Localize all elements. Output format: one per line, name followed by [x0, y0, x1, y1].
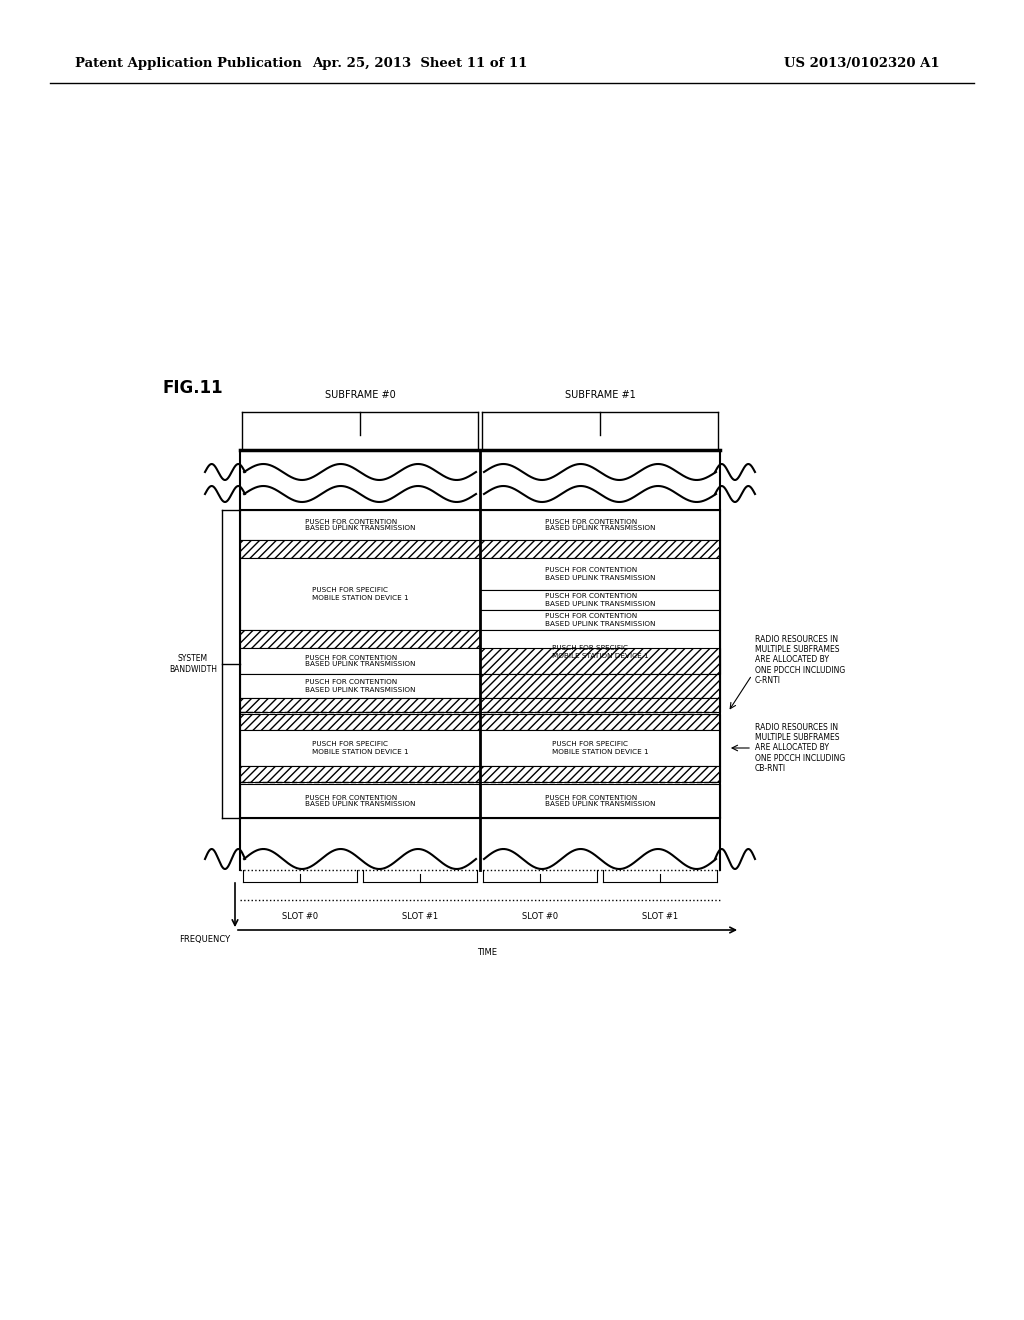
Bar: [480, 784, 720, 818]
Bar: [480, 540, 720, 558]
Text: Apr. 25, 2013  Sheet 11 of 11: Apr. 25, 2013 Sheet 11 of 11: [312, 57, 527, 70]
Text: US 2013/0102320 A1: US 2013/0102320 A1: [784, 57, 940, 70]
Bar: [480, 714, 720, 730]
Text: PUSCH FOR CONTENTION
BASED UPLINK TRANSMISSION: PUSCH FOR CONTENTION BASED UPLINK TRANSM…: [545, 568, 655, 581]
Bar: [480, 630, 720, 675]
Text: RADIO RESOURCES IN
MULTIPLE SUBFRAMES
ARE ALLOCATED BY
ONE PDCCH INCLUDING
CB-RN: RADIO RESOURCES IN MULTIPLE SUBFRAMES AR…: [755, 723, 845, 774]
Bar: [240, 648, 480, 675]
Bar: [240, 510, 480, 540]
Text: SUBFRAME #0: SUBFRAME #0: [325, 389, 395, 400]
Text: SLOT #1: SLOT #1: [642, 912, 678, 921]
Bar: [240, 540, 480, 558]
Text: PUSCH FOR SPECIFIC
MOBILE STATION DEVICE 1: PUSCH FOR SPECIFIC MOBILE STATION DEVICE…: [311, 742, 409, 755]
Text: PUSCH FOR CONTENTION
BASED UPLINK TRANSMISSION: PUSCH FOR CONTENTION BASED UPLINK TRANSM…: [305, 795, 416, 808]
Bar: [240, 675, 480, 698]
Bar: [480, 510, 720, 540]
Text: PUSCH FOR CONTENTION
BASED UPLINK TRANSMISSION: PUSCH FOR CONTENTION BASED UPLINK TRANSM…: [545, 795, 655, 808]
Bar: [240, 714, 480, 730]
Text: PUSCH FOR SPECIFIC
MOBILE STATION DEVICE 1: PUSCH FOR SPECIFIC MOBILE STATION DEVICE…: [552, 742, 648, 755]
Text: SLOT #1: SLOT #1: [402, 912, 438, 921]
Bar: [480, 675, 720, 698]
Text: SLOT #0: SLOT #0: [282, 912, 318, 921]
Bar: [240, 766, 480, 781]
Text: RADIO RESOURCES IN
MULTIPLE SUBFRAMES
ARE ALLOCATED BY
ONE PDCCH INCLUDING
C-RNT: RADIO RESOURCES IN MULTIPLE SUBFRAMES AR…: [755, 635, 845, 685]
Text: PUSCH FOR CONTENTION
BASED UPLINK TRANSMISSION: PUSCH FOR CONTENTION BASED UPLINK TRANSM…: [545, 614, 655, 627]
Bar: [240, 730, 480, 766]
Bar: [480, 648, 720, 675]
Text: PUSCH FOR SPECIFIC
MOBILE STATION DEVICE 1: PUSCH FOR SPECIFIC MOBILE STATION DEVICE…: [311, 587, 409, 601]
Text: FREQUENCY: FREQUENCY: [179, 935, 230, 944]
Text: PUSCH FOR SPECIFIC
MOBILE STATION DEVICE 1: PUSCH FOR SPECIFIC MOBILE STATION DEVICE…: [552, 645, 648, 659]
Text: Patent Application Publication: Patent Application Publication: [75, 57, 302, 70]
Text: PUSCH FOR CONTENTION
BASED UPLINK TRANSMISSION: PUSCH FOR CONTENTION BASED UPLINK TRANSM…: [305, 680, 416, 693]
Bar: [240, 630, 480, 648]
Bar: [480, 766, 720, 781]
Text: PUSCH FOR CONTENTION
BASED UPLINK TRANSMISSION: PUSCH FOR CONTENTION BASED UPLINK TRANSM…: [305, 655, 416, 668]
Text: SUBFRAME #1: SUBFRAME #1: [564, 389, 635, 400]
Text: SLOT #0: SLOT #0: [522, 912, 558, 921]
Text: SYSTEM
BANDWIDTH: SYSTEM BANDWIDTH: [169, 655, 217, 673]
Text: PUSCH FOR CONTENTION
BASED UPLINK TRANSMISSION: PUSCH FOR CONTENTION BASED UPLINK TRANSM…: [545, 519, 655, 532]
Bar: [240, 784, 480, 818]
Text: TIME: TIME: [477, 948, 498, 957]
Bar: [240, 698, 480, 711]
Bar: [480, 610, 720, 630]
Bar: [480, 730, 720, 766]
Bar: [240, 558, 480, 630]
Bar: [480, 590, 720, 610]
Text: PUSCH FOR CONTENTION
BASED UPLINK TRANSMISSION: PUSCH FOR CONTENTION BASED UPLINK TRANSM…: [305, 519, 416, 532]
Bar: [480, 698, 720, 711]
Text: PUSCH FOR CONTENTION
BASED UPLINK TRANSMISSION: PUSCH FOR CONTENTION BASED UPLINK TRANSM…: [545, 594, 655, 606]
Text: FIG.11: FIG.11: [163, 379, 223, 397]
Bar: [480, 558, 720, 590]
